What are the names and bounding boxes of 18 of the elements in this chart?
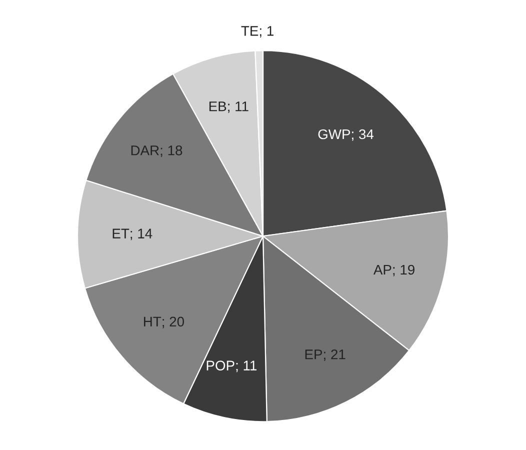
- data-label: ; 18: [160, 145, 182, 157]
- data-label: ; 14: [130, 228, 152, 240]
- slice-label: POP: [206, 360, 234, 370]
- slice-label: AP: [373, 264, 392, 275]
- slice-label: GWP: [318, 129, 350, 140]
- data-label: ; 20: [162, 316, 184, 328]
- slice-label: ET: [112, 228, 130, 238]
- data-label: ; 19: [393, 264, 414, 276]
- slice-label: TE: [241, 26, 258, 36]
- data-label: ; 11: [236, 360, 257, 372]
- slice-label: HT: [144, 316, 162, 326]
- slice-label: DAR: [131, 146, 159, 156]
- slice-label: EB: [209, 102, 226, 112]
- data-label: ; 1: [260, 26, 274, 38]
- data-label: ; 21: [324, 349, 346, 361]
- data-label: ; 34: [352, 129, 374, 141]
- slice-label: EP: [305, 350, 322, 360]
- data-label: ; 11: [228, 102, 248, 113]
